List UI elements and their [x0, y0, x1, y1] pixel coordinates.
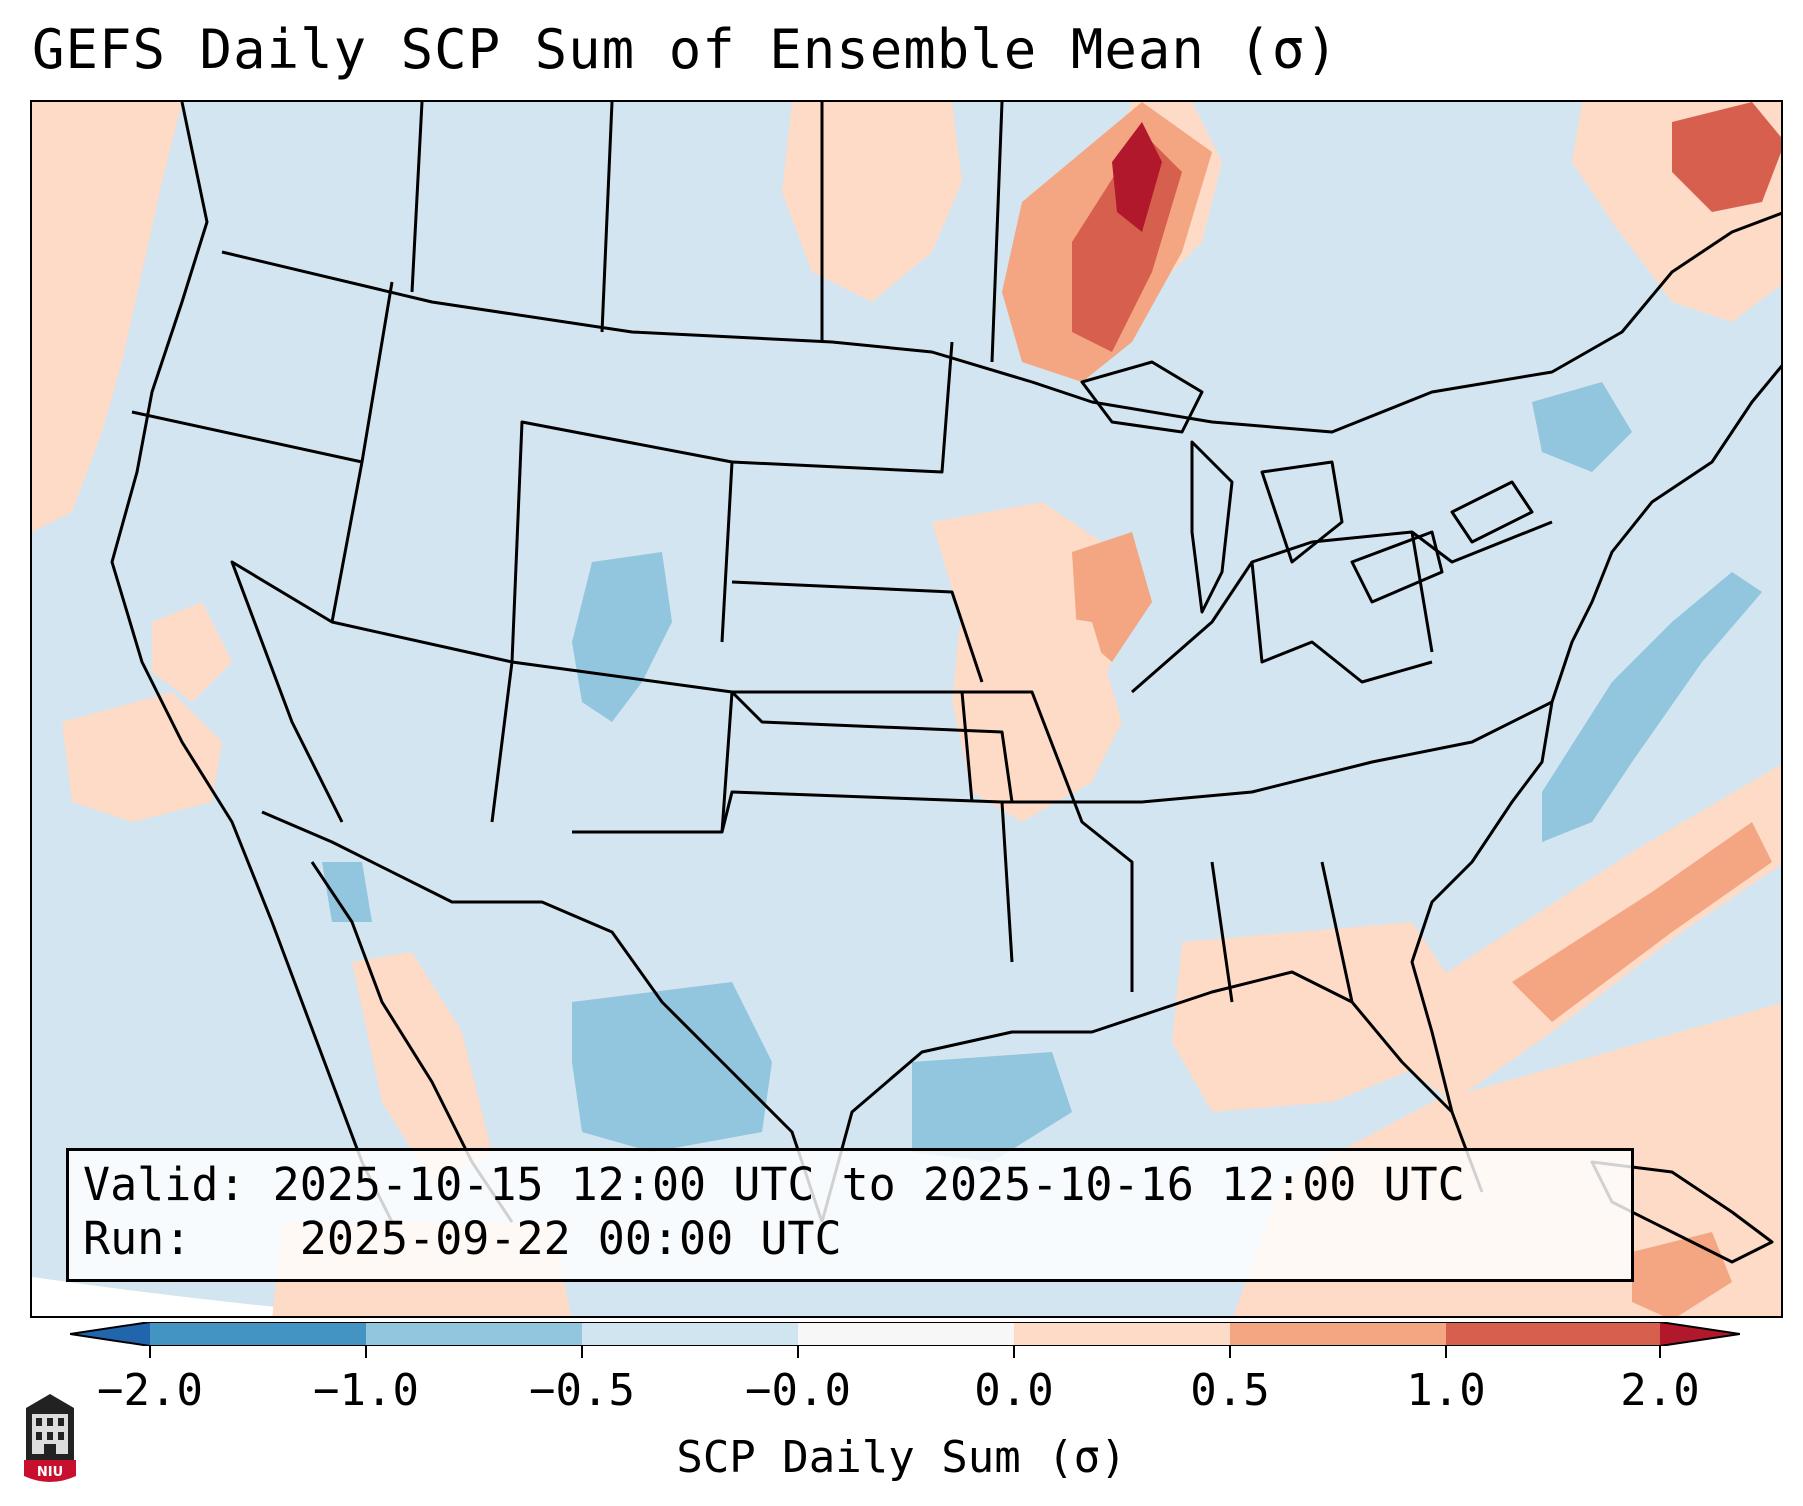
colorbar-tick-2	[365, 1346, 367, 1358]
colorbar-tick-label-4: −0.0	[745, 1365, 851, 1416]
region-missouri	[952, 602, 1122, 822]
colorbar-bin-2	[366, 1322, 582, 1346]
colorbar-title: SCP Daily Sum (σ)	[676, 1432, 1127, 1483]
valid-value: 2025-10-15 12:00 UTC to 2025-10-16 12:00…	[272, 1158, 1465, 1211]
us-mexico-border	[261, 810, 824, 1223]
state-lines-east	[1131, 520, 1553, 1003]
anomaly-negative-regions	[322, 382, 1762, 1162]
colorbar-tick-label-7: 1.0	[1406, 1365, 1486, 1416]
region-quebec-core	[1672, 102, 1781, 212]
colorbar-tick-1	[149, 1346, 151, 1358]
colorbar-tick-4	[797, 1346, 799, 1358]
region-atlantic-core	[1512, 822, 1772, 1022]
region-gulf-blue	[912, 1052, 1072, 1162]
region-north-dakota	[782, 102, 962, 302]
colorbar-extend-low	[70, 1322, 150, 1346]
colorbar-extend-high	[1660, 1322, 1740, 1346]
colorbar-bin-7	[1446, 1322, 1660, 1346]
colorbar	[70, 1322, 1740, 1346]
region-cuba-core	[1632, 1232, 1732, 1316]
region-carolina-offshore-blue	[1542, 572, 1762, 842]
valid-label: Valid:	[83, 1158, 246, 1211]
colorbar-bin-4	[798, 1322, 1014, 1346]
region-pacific-northwest-coast	[32, 102, 182, 532]
region-new-york-blue	[1532, 382, 1632, 472]
region-gulf-east	[1172, 922, 1452, 1112]
gulf-coastline	[820, 970, 1484, 1223]
region-pacific-offshore	[62, 692, 222, 822]
colorbar-tick-label-2: −1.0	[313, 1365, 419, 1416]
colorbar-bin-6	[1230, 1322, 1446, 1346]
canada-provinces	[410, 102, 1004, 363]
colorbar-bin-1	[150, 1322, 366, 1346]
colorbar-tick-8	[1659, 1346, 1661, 1358]
region-mexico-blue	[572, 982, 772, 1152]
colorbar-bin-3	[582, 1322, 798, 1346]
state-lines-west	[131, 281, 1014, 834]
colorbar-tick-label-6: 0.5	[1190, 1365, 1270, 1416]
map-svg	[32, 102, 1781, 1316]
colorbar-tick-6	[1229, 1346, 1231, 1358]
chart-title: GEFS Daily SCP Sum of Ensemble Mean (σ)	[32, 18, 1339, 81]
colorbar-tick-label-8: 2.0	[1620, 1365, 1700, 1416]
us-canada-border	[221, 211, 1781, 434]
colorbar-bin-5	[1014, 1322, 1230, 1346]
map-panel	[30, 100, 1783, 1318]
anomaly-positive-regions	[32, 102, 1781, 1316]
run-label: Run:	[83, 1212, 192, 1265]
valid-run-info-box: Valid: 2025-10-15 12:00 UTC to 2025-10-1…	[66, 1148, 1634, 1282]
state-lines-central	[720, 341, 1142, 992]
boundaries	[110, 102, 1781, 1264]
logo-text: NIU	[37, 1465, 63, 1480]
region-colorado-blue	[572, 552, 672, 722]
west-coastline	[110, 102, 394, 1223]
colorbar-tick-7	[1445, 1346, 1447, 1358]
colorbar-tick-3	[581, 1346, 583, 1358]
colorbar-tick-label-5: 0.0	[974, 1365, 1054, 1416]
colorbar-tick-label-1: −2.0	[97, 1365, 203, 1416]
colorbar-tick-label-3: −0.5	[529, 1365, 635, 1416]
colorbar-tick-5	[1013, 1346, 1015, 1358]
region-lake-superior-peak	[1112, 122, 1162, 232]
niu-logo-icon: NIU	[24, 1394, 76, 1482]
run-value: 2025-09-22 00:00 UTC	[299, 1212, 842, 1265]
region-baja-blue	[322, 862, 372, 922]
great-lakes	[1080, 360, 1534, 614]
region-california-coast	[152, 602, 232, 702]
